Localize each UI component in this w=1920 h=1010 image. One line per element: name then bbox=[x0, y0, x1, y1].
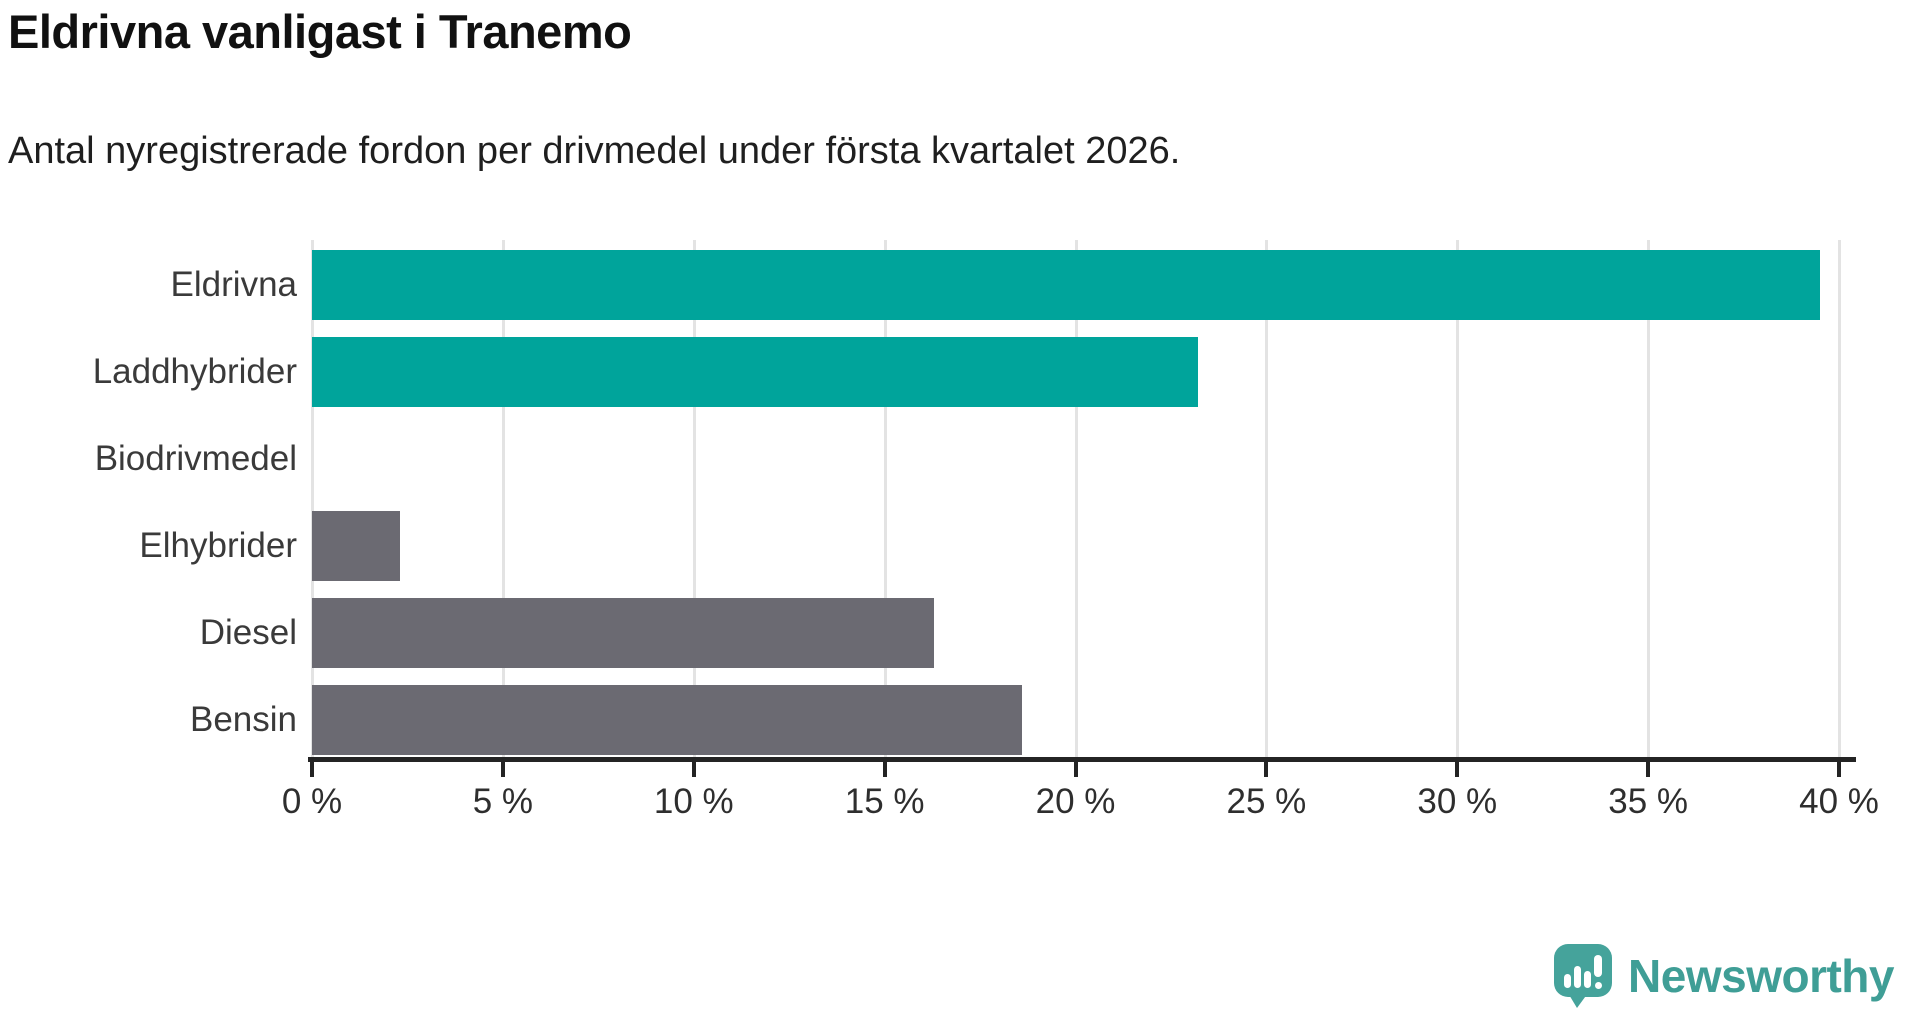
category-label-bensin: Bensin bbox=[189, 700, 297, 739]
gridline-30 bbox=[1456, 240, 1460, 757]
category-label-biodrivmedel: Biodrivmedel bbox=[94, 439, 297, 478]
x-tickmark-30 bbox=[1455, 760, 1460, 777]
x-tickmark-10 bbox=[691, 760, 696, 777]
gridline-35 bbox=[1647, 240, 1651, 757]
x-tickmark-35 bbox=[1646, 760, 1651, 777]
bar-diesel bbox=[312, 598, 935, 668]
chart-subtitle: Antal nyregistrerade fordon per drivmede… bbox=[8, 130, 1181, 172]
x-tickmark-15 bbox=[882, 760, 887, 777]
x-tickmark-0 bbox=[310, 760, 314, 777]
x-ticklabel-25: 25 % bbox=[1226, 782, 1307, 821]
x-ticklabel-5: 5 % bbox=[472, 782, 534, 821]
x-ticklabel-40: 40 % bbox=[1799, 782, 1879, 821]
gridline-0 bbox=[311, 240, 314, 757]
x-ticklabel-20: 20 % bbox=[1035, 782, 1116, 821]
newsworthy-logo[interactable]: Newsworthy bbox=[1552, 943, 1894, 1009]
gridline-10 bbox=[692, 240, 696, 757]
x-ticklabel-35: 35 % bbox=[1608, 782, 1689, 821]
bar-elhybrider bbox=[312, 511, 400, 581]
gridline-40 bbox=[1838, 240, 1841, 757]
x-ticklabel-30: 30 % bbox=[1417, 782, 1498, 821]
plot-area: 0 % 5 % 10 % 15 % 20 % 25 % 30 % 35 % 40 % bbox=[282, 240, 1879, 821]
gridline-25 bbox=[1265, 240, 1269, 757]
x-tickmark-20 bbox=[1073, 760, 1078, 777]
bar-bensin bbox=[312, 685, 1023, 755]
category-label-laddhybrider: Laddhybrider bbox=[92, 352, 297, 391]
category-axis-labels: Eldrivna Laddhybrider Biodrivmedel Elhybrid… bbox=[0, 240, 297, 760]
bar-laddhybrider bbox=[312, 337, 1198, 407]
newsworthy-logo-text: Newsworthy bbox=[1628, 950, 1894, 1002]
gridline-15 bbox=[883, 240, 887, 757]
x-tickmark-25 bbox=[1264, 760, 1269, 777]
x-ticklabel-0: 0 % bbox=[281, 782, 343, 821]
x-ticklabel-15: 15 % bbox=[844, 782, 925, 821]
category-label-diesel: Diesel bbox=[199, 613, 297, 652]
category-label-eldrivna: Eldrivna bbox=[170, 265, 297, 304]
x-ticklabel-10: 10 % bbox=[653, 782, 734, 821]
gridline-5 bbox=[501, 240, 505, 757]
x-tickmark-5 bbox=[500, 760, 505, 777]
category-label-elhybrider: Elhybrider bbox=[139, 526, 297, 565]
bar-eldrivna bbox=[312, 250, 1820, 320]
chart-title: Eldrivna vanligast i Tranemo bbox=[8, 5, 632, 58]
x-axis-line bbox=[308, 757, 1856, 762]
gridline-20 bbox=[1074, 240, 1078, 757]
newsworthy-logo-icon bbox=[1554, 944, 1613, 1008]
x-tickmark-40 bbox=[1837, 760, 1841, 777]
